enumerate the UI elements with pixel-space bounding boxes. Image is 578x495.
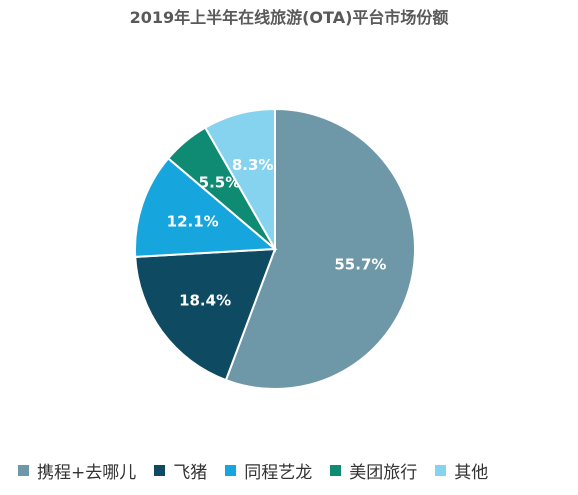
pie-slice-ctrip-qunar	[224, 107, 416, 390]
data-label-other: 8.3%	[232, 156, 274, 174]
data-label-meituan: 5.5%	[199, 173, 241, 191]
legend-label: 美团旅行	[349, 463, 418, 483]
legend-label: 同程艺龙	[244, 463, 313, 483]
legend-item-fliggy: 飞猪	[154, 458, 207, 483]
pie-slice-other	[203, 107, 276, 253]
legend-item-other: 其他	[435, 458, 488, 483]
legend-item-tongcheng: 同程艺龙	[225, 458, 312, 483]
pie-slice-fliggy	[134, 247, 277, 382]
legend: 携程+去哪儿 飞猪 同程艺龙 美团旅行 其他	[18, 458, 506, 483]
legend-label: 飞猪	[173, 463, 208, 483]
legend-swatch	[330, 465, 342, 476]
legend-item-ctrip: 携程+去哪儿	[18, 458, 136, 483]
data-label-tongcheng-elong: 12.1%	[167, 212, 219, 230]
legend-label: 其他	[454, 463, 489, 483]
legend-swatch	[154, 465, 166, 476]
data-label-ctrip-qunar: 55.7%	[334, 255, 386, 273]
legend-swatch	[18, 465, 29, 476]
data-label-fliggy: 18.4%	[179, 291, 231, 309]
legend-swatch	[435, 465, 447, 476]
legend-item-meituan: 美团旅行	[330, 458, 417, 483]
legend-swatch	[225, 465, 237, 476]
legend-label: 携程+去哪儿	[37, 463, 137, 483]
pie-slice-tongcheng-elong	[134, 157, 278, 258]
chart-title: 2019年上半年在线旅游(OTA)平台市场份额	[129, 8, 449, 27]
